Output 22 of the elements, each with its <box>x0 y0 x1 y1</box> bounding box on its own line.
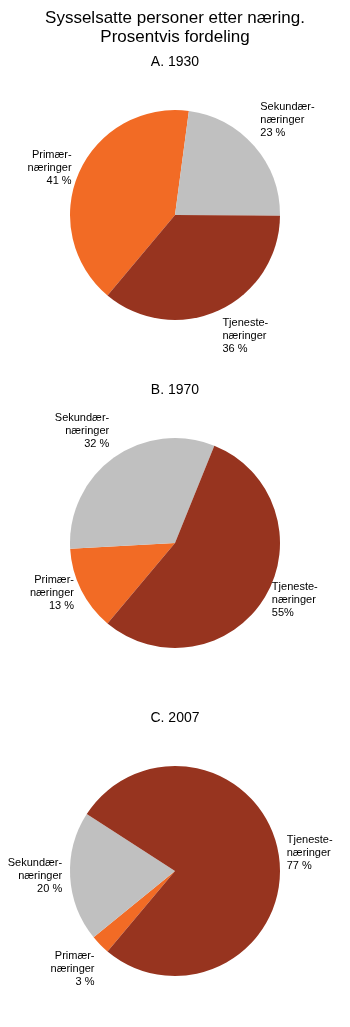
data-label: 36 % <box>222 342 248 355</box>
data-label: 55% <box>271 606 295 619</box>
chart-title: C. 2007 <box>149 708 201 726</box>
chart-title: B. 1970 <box>149 380 201 398</box>
data-label: 3 % <box>75 974 95 987</box>
slice-label: Primær- næringer <box>50 948 95 974</box>
data-label: 77 % <box>286 859 313 872</box>
chart-title: Sysselsatte personer etter næring. Prosentvis fordeling <box>44 8 306 46</box>
slice-label: Primær- næringer <box>27 148 72 174</box>
slice-label: Primær- næringer <box>29 572 75 598</box>
slice-label: Sekundær- næringer <box>7 856 63 882</box>
slice-label: Sekundær- næringer <box>260 100 316 126</box>
data-label: 41 % <box>46 174 72 187</box>
data-label: 32 % <box>84 436 110 449</box>
slice-label: Tjeneste- næringer <box>271 580 319 606</box>
data-label: 23 % <box>260 126 286 139</box>
data-label: 13 % <box>48 598 75 611</box>
slice-label: Sekundær- næringer <box>54 410 110 436</box>
data-label: 20 % <box>37 882 63 895</box>
chart-subtitle: A. 1930 <box>149 52 201 70</box>
slice-label: Tjeneste- næringer <box>222 316 269 342</box>
slice-label: Tjeneste- næringer <box>286 833 333 859</box>
